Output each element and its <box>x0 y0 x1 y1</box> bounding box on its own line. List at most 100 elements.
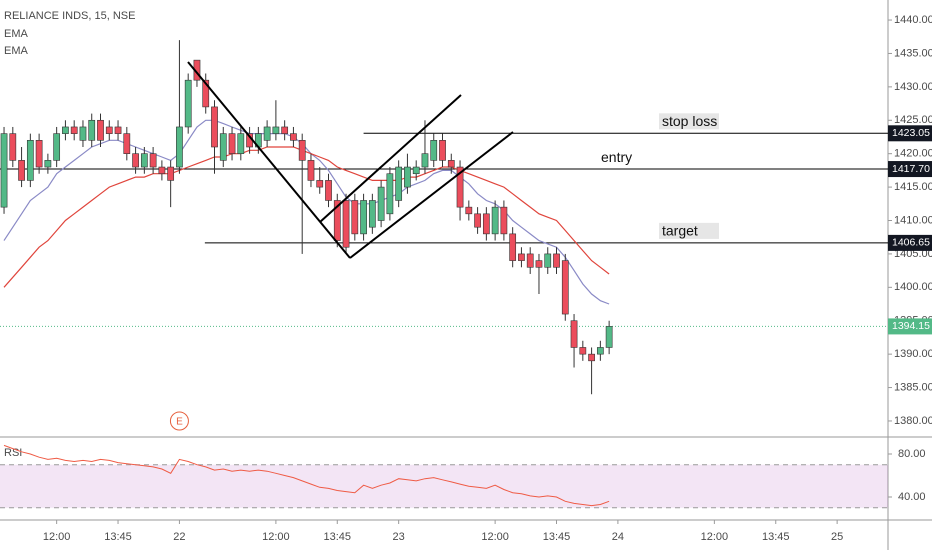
candle-body <box>404 166 411 188</box>
level-label-box <box>659 113 719 130</box>
candle-body <box>456 166 464 208</box>
candle-body <box>570 320 578 348</box>
candle-body <box>158 166 166 175</box>
candle-body <box>491 206 499 235</box>
candle-body <box>518 253 525 261</box>
level-price-label: 1406.65 <box>892 237 930 249</box>
candle-body <box>447 160 455 168</box>
candle-body <box>140 153 148 168</box>
level-price-box <box>888 125 932 142</box>
candle-body <box>272 126 280 134</box>
level-price-label: 1423.05 <box>892 127 930 139</box>
legend-entry: EMA <box>4 45 29 57</box>
candle-body <box>123 133 131 154</box>
x-tick-label: 13:45 <box>324 531 352 543</box>
candle-body <box>53 133 61 161</box>
candle-body <box>281 126 289 134</box>
candle-body <box>561 260 569 315</box>
rsi-tick-label: 40.00 <box>898 491 926 503</box>
x-tick-label: 12:00 <box>481 531 509 543</box>
x-tick-label: 12:00 <box>262 531 290 543</box>
candle-body <box>360 200 367 235</box>
x-tick-label: 13:45 <box>104 531 132 543</box>
candle-body <box>342 200 350 248</box>
x-tick-label: 25 <box>831 531 843 543</box>
candle-body <box>316 180 324 188</box>
candle-body <box>386 173 394 215</box>
y-tick-label: 1415.00 <box>894 181 932 193</box>
candle-body <box>439 140 446 161</box>
candle-body <box>114 126 122 134</box>
candle-body <box>0 133 8 208</box>
candle-body <box>351 200 359 235</box>
candle-body <box>132 153 139 168</box>
y-tick-label: 1425.00 <box>894 114 932 126</box>
trend-line <box>349 131 514 259</box>
y-tick-label: 1440.00 <box>894 14 932 26</box>
candle-body <box>368 200 376 228</box>
trend-line <box>187 61 351 259</box>
candle-body <box>500 206 508 235</box>
candle-body <box>474 213 481 228</box>
candle-body <box>184 79 192 128</box>
candle-body <box>298 140 306 161</box>
candle-body <box>219 133 227 161</box>
candle-body <box>202 79 210 108</box>
candle-body <box>290 133 297 141</box>
candle-body <box>97 119 104 141</box>
candle-body <box>26 140 34 181</box>
candle-body <box>44 160 52 168</box>
chart-title: RELIANCE INDS, 15, NSE <box>4 10 135 22</box>
level-price-box <box>888 161 932 178</box>
candle-body <box>70 126 78 134</box>
level-label: stop loss <box>662 113 717 129</box>
candle-body <box>35 140 43 168</box>
trend-lines <box>187 61 514 259</box>
y-tick-label: 1385.00 <box>894 381 932 393</box>
candle-body <box>9 133 17 161</box>
rsi-line <box>3 444 610 507</box>
candle-body <box>377 186 385 221</box>
candle-body <box>526 253 534 268</box>
current-price-box <box>888 318 932 335</box>
x-tick-label: 12:00 <box>43 531 71 543</box>
candle-body <box>509 233 517 261</box>
candle-body <box>465 206 473 215</box>
y-tick-label: 1390.00 <box>894 348 932 360</box>
candle-body <box>325 180 332 201</box>
candle-body <box>535 260 543 268</box>
ema-line <box>3 119 610 305</box>
candle-body <box>333 200 341 241</box>
candle-body <box>395 166 403 201</box>
candle-body <box>228 133 236 154</box>
x-tick-label: 13:45 <box>762 531 790 543</box>
candle-body <box>79 126 87 141</box>
x-tick-label: 13:45 <box>543 531 571 543</box>
rsi-tick-label: 80.00 <box>898 448 926 460</box>
candle-body <box>237 133 245 154</box>
level-label-box <box>659 222 719 239</box>
level-price-box <box>888 234 932 251</box>
y-tick-label: 1400.00 <box>894 281 932 293</box>
level-price-label: 1417.70 <box>892 163 930 175</box>
candle-body <box>596 347 604 355</box>
candle-body <box>105 126 113 134</box>
candle-body <box>412 166 420 175</box>
ema-line <box>3 146 610 288</box>
candle-body <box>18 160 25 181</box>
trend-line <box>319 94 462 223</box>
level-label: entry <box>601 149 632 165</box>
candle-body <box>482 213 490 235</box>
candle-body <box>88 119 96 141</box>
event-marker-label: E <box>176 417 183 428</box>
candle-body <box>176 126 183 168</box>
y-tick-label: 1430.00 <box>894 81 932 93</box>
candle-body <box>307 160 315 181</box>
current-price-label: 1394.15 <box>892 320 930 332</box>
candle-body <box>211 106 218 148</box>
rsi-band <box>0 464 888 508</box>
y-tick-label: 1380.00 <box>894 415 932 427</box>
candle-body <box>149 153 157 168</box>
